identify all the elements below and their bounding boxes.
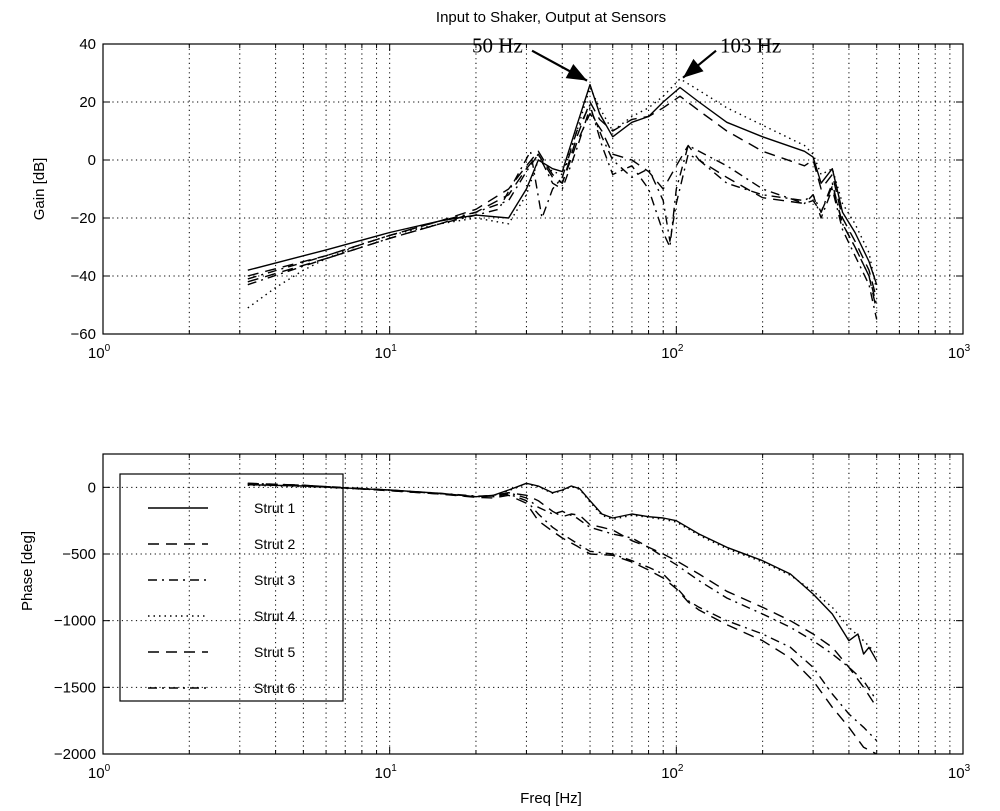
- phase-x-tick-label: 103: [948, 763, 971, 782]
- gain-x-tick-exponent: 0: [105, 343, 111, 354]
- gain-x-tick-exponent: 2: [678, 343, 684, 354]
- gain-y-tick-label: −20: [71, 210, 96, 227]
- gain-x-tick-label: 102: [661, 343, 684, 362]
- gain-y-tick-label: 40: [79, 36, 96, 53]
- gain-x-tick-label: 101: [375, 343, 398, 362]
- gain-plot-title: Input to Shaker, Output at Sensors: [436, 9, 666, 26]
- phase-x-tick-base: 10: [948, 765, 965, 782]
- gain-x-tick-exponent: 1: [391, 343, 397, 354]
- gain-axes-box: [102, 43, 964, 335]
- phase-grid: [103, 454, 963, 754]
- phase-y-tick-label: −500: [62, 546, 96, 563]
- gain-y-tick-label: 20: [79, 94, 96, 111]
- peak-annotations: 50 Hz 103 Hz: [472, 34, 781, 82]
- phase-x-tick-exponent: 2: [678, 763, 684, 774]
- phase-y-tick-label: −1500: [54, 679, 96, 696]
- phase-series-group: [247, 482, 878, 755]
- gain-y-tick-label: −40: [71, 268, 96, 285]
- phase-series-strut-6: [247, 484, 878, 702]
- annotation-label-50-hz: 50 Hz: [472, 34, 523, 58]
- phase-x-tick-exponent: 0: [105, 763, 111, 774]
- phase-y-tick-label: −2000: [54, 746, 96, 763]
- phase-x-tick-label: 102: [661, 763, 684, 782]
- gain-series-strut-1: [247, 83, 878, 285]
- annotation-arrow-head: [683, 58, 704, 78]
- phase-x-tick-base: 10: [88, 765, 105, 782]
- legend-label-strut-1: Strut 1: [254, 500, 295, 516]
- phase-x-tick-exponent: 3: [965, 763, 971, 774]
- phase-series-strut-4: [247, 483, 878, 655]
- annotation-arrow-head: [565, 64, 588, 81]
- gain-y-axis-label: Gain [dB]: [31, 158, 48, 221]
- gain-x-tick-exponent: 3: [965, 343, 971, 354]
- gain-x-tick-label: 103: [948, 343, 971, 362]
- legend-label-strut-6: Strut 6: [254, 680, 295, 696]
- gain-series-strut-6: [247, 107, 878, 320]
- phase-series-strut-5: [247, 482, 878, 755]
- phase-x-tick-base: 10: [661, 765, 678, 782]
- legend: Strut 1 Strut 2 Strut 3 Strut 4 Strut 5 Strut…: [119, 473, 344, 702]
- phase-y-tick-label: −1000: [54, 613, 96, 630]
- legend-box: [119, 473, 344, 702]
- gain-x-tick-base: 10: [375, 345, 392, 362]
- phase-series-strut-2: [247, 483, 878, 708]
- gain-y-tick-label: −60: [71, 326, 96, 343]
- phase-x-axis-label: Freq [Hz]: [520, 790, 582, 807]
- gain-series-strut-3: [247, 104, 878, 306]
- legend-label-strut-3: Strut 3: [254, 572, 295, 588]
- gain-x-tick-base: 10: [948, 345, 965, 362]
- gain-series-strut-5: [247, 112, 878, 311]
- gain-y-tick-label: 0: [88, 152, 96, 169]
- legend-label-strut-4: Strut 4: [254, 608, 295, 624]
- gain-x-tick-label: 100: [88, 343, 111, 362]
- legend-label-strut-2: Strut 2: [254, 536, 295, 552]
- phase-axes-box: [102, 453, 964, 755]
- gain-series-group: [247, 78, 878, 320]
- phase-x-tick-label: 101: [375, 763, 398, 782]
- phase-y-axis-label: Phase [deg]: [19, 531, 36, 611]
- gain-x-tick-base: 10: [661, 345, 678, 362]
- phase-y-tick-label: 0: [88, 479, 96, 496]
- phase-x-tick-base: 10: [375, 765, 392, 782]
- gain-series-strut-2: [247, 95, 878, 300]
- annotation-label-103-hz: 103 Hz: [720, 34, 781, 58]
- gain-x-tick-base: 10: [88, 345, 105, 362]
- phase-x-tick-exponent: 1: [391, 763, 397, 774]
- phase-x-tick-label: 100: [88, 763, 111, 782]
- legend-label-strut-5: Strut 5: [254, 644, 295, 660]
